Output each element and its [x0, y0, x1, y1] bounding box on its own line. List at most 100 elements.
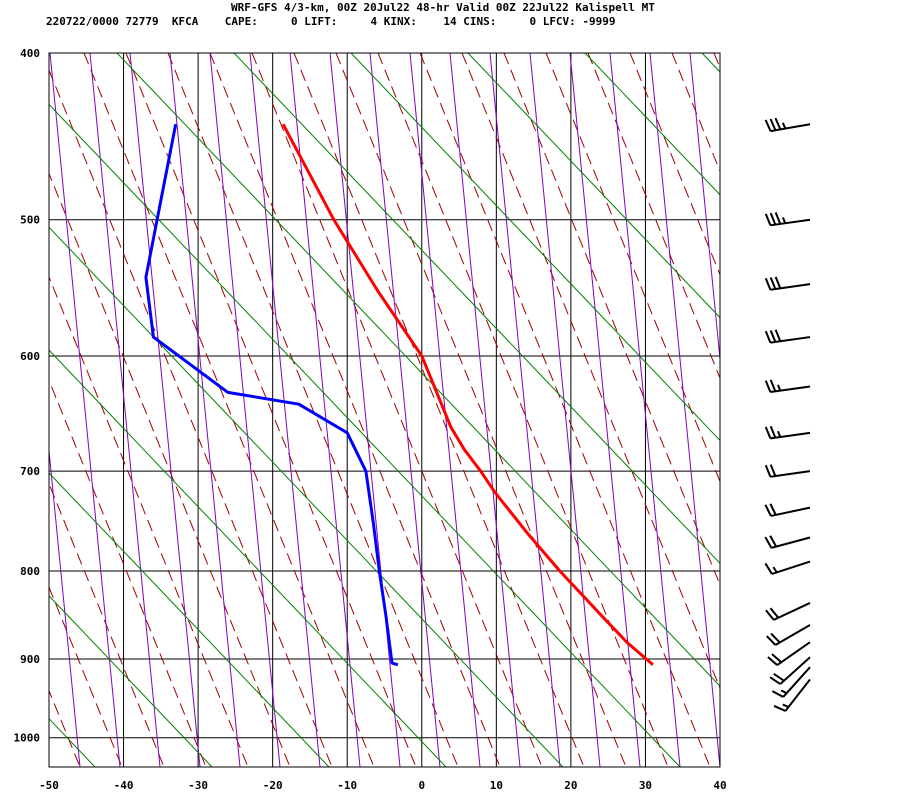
mixing-ratio-line	[49, 349, 447, 767]
wind-barb-shaft	[770, 431, 811, 440]
mixing-ratio-line	[233, 53, 720, 565]
dry-adiabat	[587, 53, 720, 380]
wind-barb-shaft	[770, 336, 811, 344]
wind-barb-feather	[764, 562, 773, 575]
wind-barb-feather	[769, 277, 777, 290]
mixing-ratio-line	[49, 717, 96, 767]
wind-barb	[764, 329, 811, 344]
moist-adiabat	[730, 53, 800, 767]
wind-barb	[764, 276, 811, 291]
wind-barb	[773, 678, 811, 712]
wind-barb-half-feather	[772, 566, 778, 573]
wind-barb-feather	[769, 676, 781, 685]
x-tick-label: -50	[39, 779, 59, 792]
x-tick-label: 10	[490, 779, 503, 792]
wind-barb	[767, 641, 811, 666]
dry-adiabat	[49, 379, 207, 767]
moist-adiabat	[609, 53, 681, 767]
wind-barb-shaft	[770, 470, 811, 478]
dry-adiabat	[629, 53, 720, 276]
temperature-profile-line	[281, 123, 654, 666]
wind-barb-feather	[771, 690, 784, 698]
wind-barb-half-feather	[777, 430, 782, 438]
moist-adiabat	[329, 53, 401, 767]
wind-barb	[764, 117, 811, 133]
mixing-ratio-line	[49, 595, 213, 767]
wind-barb-feather	[764, 277, 772, 291]
mixing-ratio-line	[819, 53, 900, 767]
wind-barb	[764, 503, 811, 517]
wind-barb-feather	[771, 653, 782, 664]
wind-barb-feather	[764, 213, 772, 226]
wind-barb-feather	[769, 535, 778, 548]
moist-adiabat	[289, 53, 361, 767]
wind-barb-feather	[769, 425, 777, 439]
dry-adiabat	[335, 53, 627, 767]
wind-barb-feather	[764, 464, 772, 478]
dry-adiabat	[377, 53, 669, 767]
mixing-ratio-line	[350, 53, 720, 442]
mixing-ratio-line	[116, 53, 720, 687]
wind-barb-feather	[766, 635, 777, 646]
wind-barb-feather	[764, 380, 772, 393]
moist-adiabat	[369, 53, 441, 767]
wind-barb-half-feather	[777, 384, 782, 392]
x-tick-label: -40	[114, 779, 134, 792]
dry-adiabat	[83, 53, 375, 767]
wind-barb-feather	[774, 329, 782, 342]
y-tick-label: 900	[20, 653, 40, 666]
sounding-indices: 220722/0000 72779 KFCA CAPE: 0 LIFT: 4 K…	[46, 15, 616, 28]
dry-adiabat	[125, 53, 417, 767]
moist-adiabat	[649, 53, 720, 767]
wind-barb-shaft	[779, 656, 811, 685]
wind-barb-shaft	[770, 506, 811, 517]
dry-adiabat	[251, 53, 543, 767]
wind-barb-shaft	[774, 624, 811, 646]
wind-barb-feather	[774, 117, 782, 130]
wind-barb	[764, 560, 811, 575]
wind-barb-shaft	[770, 385, 811, 394]
wind-barb-feather	[769, 464, 777, 477]
mixing-ratio-line	[467, 53, 720, 319]
wind-barb-feather	[773, 672, 785, 682]
dry-adiabat	[293, 53, 585, 767]
wind-barb-feather	[769, 118, 777, 131]
wind-barb-feather	[764, 536, 773, 549]
wind-barb	[764, 464, 811, 478]
wind-barb-half-feather	[781, 122, 787, 129]
moist-adiabat	[129, 53, 201, 767]
moist-adiabat	[49, 53, 121, 767]
y-tick-label: 500	[20, 214, 40, 227]
wind-barb	[764, 379, 811, 394]
dry-adiabat	[49, 68, 333, 767]
mixing-ratio-line	[701, 53, 720, 73]
wind-barb-feather	[769, 503, 777, 516]
y-tick-label: 700	[20, 465, 40, 478]
wind-barb-feather	[764, 119, 772, 132]
x-tick-label: -30	[188, 779, 208, 792]
moist-adiabat	[49, 445, 81, 767]
wind-barb-half-feather	[780, 689, 788, 695]
moist-adiabat	[569, 53, 641, 767]
dry-adiabat	[49, 689, 81, 767]
dewpoint-profile-line	[144, 123, 399, 667]
mixing-ratio-line	[49, 103, 681, 767]
dry-adiabat	[503, 53, 720, 587]
wind-barb-feather	[764, 504, 772, 517]
wind-barb	[766, 624, 811, 646]
dry-adiabat	[209, 53, 501, 767]
moist-adiabat	[249, 53, 321, 767]
wind-barb-shaft	[770, 283, 811, 291]
wind-barb	[764, 425, 811, 440]
moist-adiabat	[529, 53, 601, 767]
moist-adiabat	[890, 53, 900, 767]
dry-adiabat	[49, 172, 291, 767]
wind-barb-shaft	[771, 536, 811, 549]
mixing-ratio-line	[49, 226, 564, 767]
x-tick-label: -10	[337, 779, 357, 792]
moist-adiabat	[689, 53, 720, 365]
wind-barb	[765, 602, 811, 621]
wind-barb-shaft	[770, 123, 811, 133]
y-tick-label: 400	[20, 47, 40, 60]
